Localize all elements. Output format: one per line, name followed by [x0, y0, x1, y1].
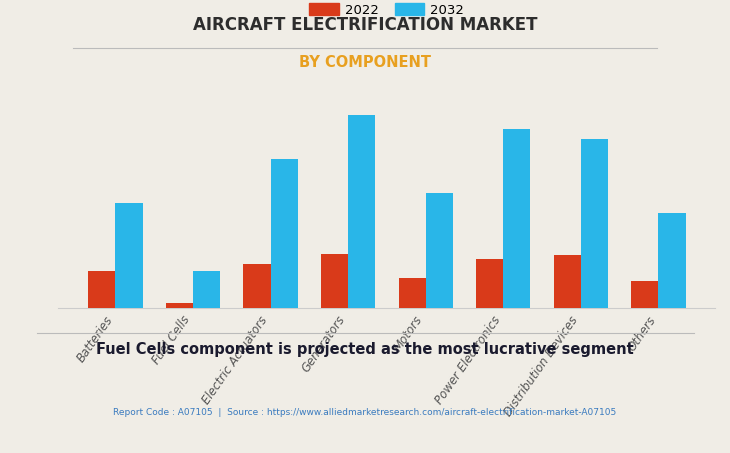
Bar: [399, 278, 426, 308]
Bar: [476, 259, 503, 308]
Bar: [348, 115, 375, 308]
Text: Fuel Cells component is projected as the most lucrative segment: Fuel Cells component is projected as the…: [96, 342, 634, 357]
Bar: [166, 303, 193, 308]
Bar: [581, 139, 608, 308]
Bar: [503, 129, 531, 308]
Bar: [193, 271, 220, 308]
Bar: [631, 281, 658, 308]
Bar: [115, 203, 142, 308]
Bar: [658, 213, 685, 308]
Text: BY COMPONENT: BY COMPONENT: [299, 55, 431, 70]
Bar: [553, 255, 581, 308]
Text: Report Code : A07105  |  Source : https://www.alliedmarketresearch.com/aircraft-: Report Code : A07105 | Source : https://…: [113, 408, 617, 417]
Bar: [88, 271, 115, 308]
Bar: [243, 264, 271, 308]
Bar: [321, 254, 348, 308]
Text: AIRCRAFT ELECTRIFICATION MARKET: AIRCRAFT ELECTRIFICATION MARKET: [193, 16, 537, 34]
Bar: [426, 193, 453, 308]
Legend: 2022, 2032: 2022, 2032: [304, 0, 469, 22]
Bar: [271, 159, 298, 308]
